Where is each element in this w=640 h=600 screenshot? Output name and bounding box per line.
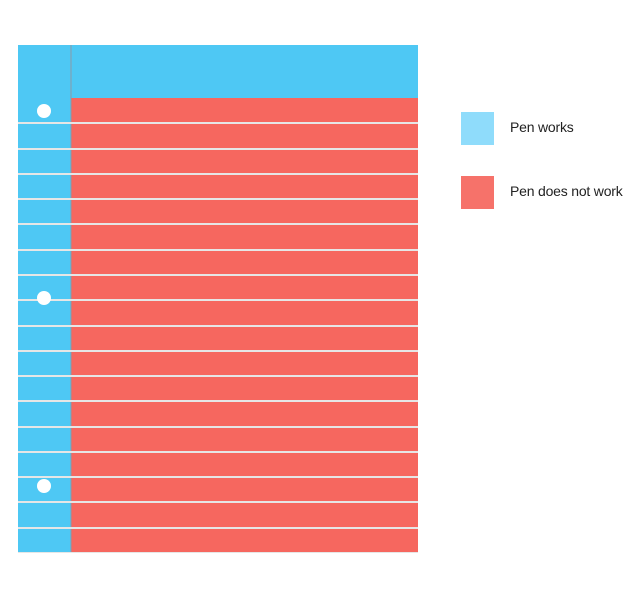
legend-item-pen-does-not-work: Pen does not work: [461, 176, 623, 209]
legend-swatch-pen-does-not-work: [461, 176, 494, 209]
legend-item-pen-works: Pen works: [461, 112, 574, 145]
binder-holes: [37, 104, 51, 493]
ruled-lines: [18, 122, 418, 553]
binder-hole: [37, 479, 51, 493]
legend-label-pen-does-not-work: Pen does not work: [510, 183, 623, 199]
binder-hole: [37, 104, 51, 118]
notebook-paper-chart: [18, 45, 418, 553]
legend-swatch-pen-works: [461, 112, 494, 145]
legend-label-pen-works: Pen works: [510, 119, 574, 135]
binder-hole: [37, 291, 51, 305]
pen-works-header-band: [18, 45, 418, 98]
